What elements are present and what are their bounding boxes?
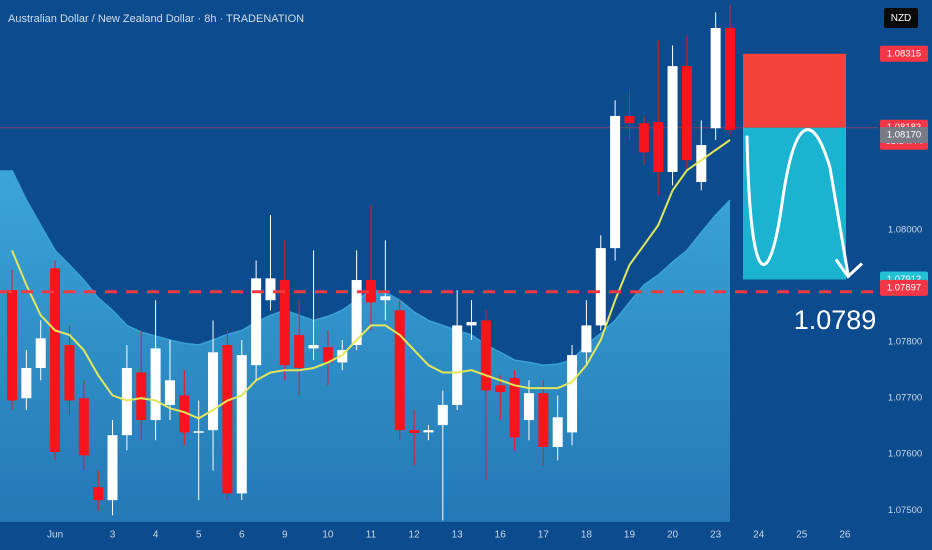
- candle-body: [624, 115, 635, 124]
- candle-body: [480, 320, 491, 391]
- candle-body: [179, 395, 190, 433]
- x-tick-label: 13: [452, 530, 464, 541]
- candle-body: [696, 145, 707, 183]
- candle-body: [308, 345, 319, 349]
- price-marker-label: 1.07897: [887, 282, 921, 293]
- target-label: 1.0789: [794, 305, 877, 335]
- candle-body: [164, 380, 175, 405]
- candle-body: [222, 345, 233, 494]
- candle-body: [121, 367, 132, 436]
- candle-body: [509, 378, 520, 438]
- x-tick-label: 5: [196, 530, 202, 541]
- candle-body: [423, 430, 434, 433]
- candle-body: [64, 345, 75, 401]
- candle-body: [107, 435, 118, 501]
- candle-body: [351, 280, 362, 346]
- candle-body: [610, 115, 621, 249]
- candle-body: [538, 393, 549, 447]
- candle-body: [667, 66, 678, 172]
- y-tick-label: 1.07700: [888, 393, 922, 404]
- x-tick-label: 25: [796, 530, 808, 541]
- candle-body: [710, 28, 721, 129]
- x-tick-label: 12: [409, 530, 421, 541]
- currency-label: NZD: [891, 13, 912, 24]
- stop-zone: [743, 53, 846, 128]
- candle-body: [653, 122, 664, 172]
- candle-body: [567, 355, 578, 433]
- x-tick-label: 9: [282, 530, 288, 541]
- candle-body: [380, 296, 391, 301]
- time-axis: [0, 522, 878, 550]
- y-tick-label: 1.08000: [888, 225, 922, 236]
- candle-body: [251, 278, 262, 366]
- candle-body: [150, 348, 161, 421]
- candle-body: [35, 338, 46, 368]
- y-tick-label: 1.07500: [888, 505, 922, 516]
- candle-body: [523, 393, 534, 421]
- projection-arrow: [745, 128, 850, 275]
- x-tick-label: 26: [839, 530, 851, 541]
- x-tick-label: 20: [667, 530, 679, 541]
- y-tick-label: 1.07800: [888, 337, 922, 348]
- price-marker: [880, 126, 928, 143]
- candle-body: [552, 417, 563, 447]
- x-tick-label: 10: [322, 530, 334, 541]
- currency-badge[interactable]: [884, 8, 918, 28]
- candle-body: [21, 367, 32, 399]
- x-tick-label: 16: [495, 530, 507, 541]
- x-tick-label: Jun: [47, 530, 63, 541]
- x-tick-label: 4: [153, 530, 159, 541]
- candle-body: [437, 404, 448, 426]
- candle-body: [581, 325, 592, 353]
- target-zone: [743, 127, 846, 280]
- candle-body: [595, 248, 606, 326]
- candle-body: [93, 487, 104, 501]
- candle-body: [236, 355, 247, 494]
- candle-body: [50, 268, 61, 452]
- x-tick-label: 11: [366, 530, 377, 541]
- candle-body: [638, 123, 649, 153]
- candle-body: [725, 28, 735, 130]
- candle-body: [495, 385, 506, 393]
- candle-body: [409, 430, 420, 433]
- candle-body: [78, 398, 89, 456]
- candle-body: [322, 347, 333, 363]
- price-marker-label: 1.07912: [887, 274, 921, 285]
- candle-body: [394, 310, 405, 431]
- x-tick-label: 23: [710, 530, 722, 541]
- candle-body: [208, 352, 219, 431]
- moving-average: [11, 139, 731, 420]
- x-tick-label: 19: [624, 530, 636, 541]
- x-tick-label: 18: [581, 530, 593, 541]
- price-marker: [880, 279, 928, 296]
- y-tick-label: 1.07600: [888, 449, 922, 460]
- candle-body: [452, 325, 463, 405]
- x-tick-label: 3: [110, 530, 116, 541]
- x-tick-label: 24: [753, 530, 765, 541]
- candle-body: [681, 66, 692, 161]
- price-marker-label: 1.08315: [887, 48, 921, 59]
- candle-body: [279, 280, 290, 366]
- x-tick-label: 17: [538, 530, 550, 541]
- candle-body: [265, 278, 276, 301]
- candle-body: [294, 334, 305, 368]
- price-marker: [880, 45, 928, 62]
- candle-body: [136, 372, 147, 421]
- chart-title: Australian Dollar / New Zealand Dollar ·…: [8, 13, 304, 25]
- x-tick-label: 6: [239, 530, 245, 541]
- price-marker-label: 1.08170: [887, 129, 921, 140]
- candle-body: [366, 280, 376, 303]
- arrow-head: [834, 258, 864, 279]
- candle-body: [193, 431, 204, 433]
- candle-body: [7, 290, 17, 401]
- candle-body: [466, 322, 477, 326]
